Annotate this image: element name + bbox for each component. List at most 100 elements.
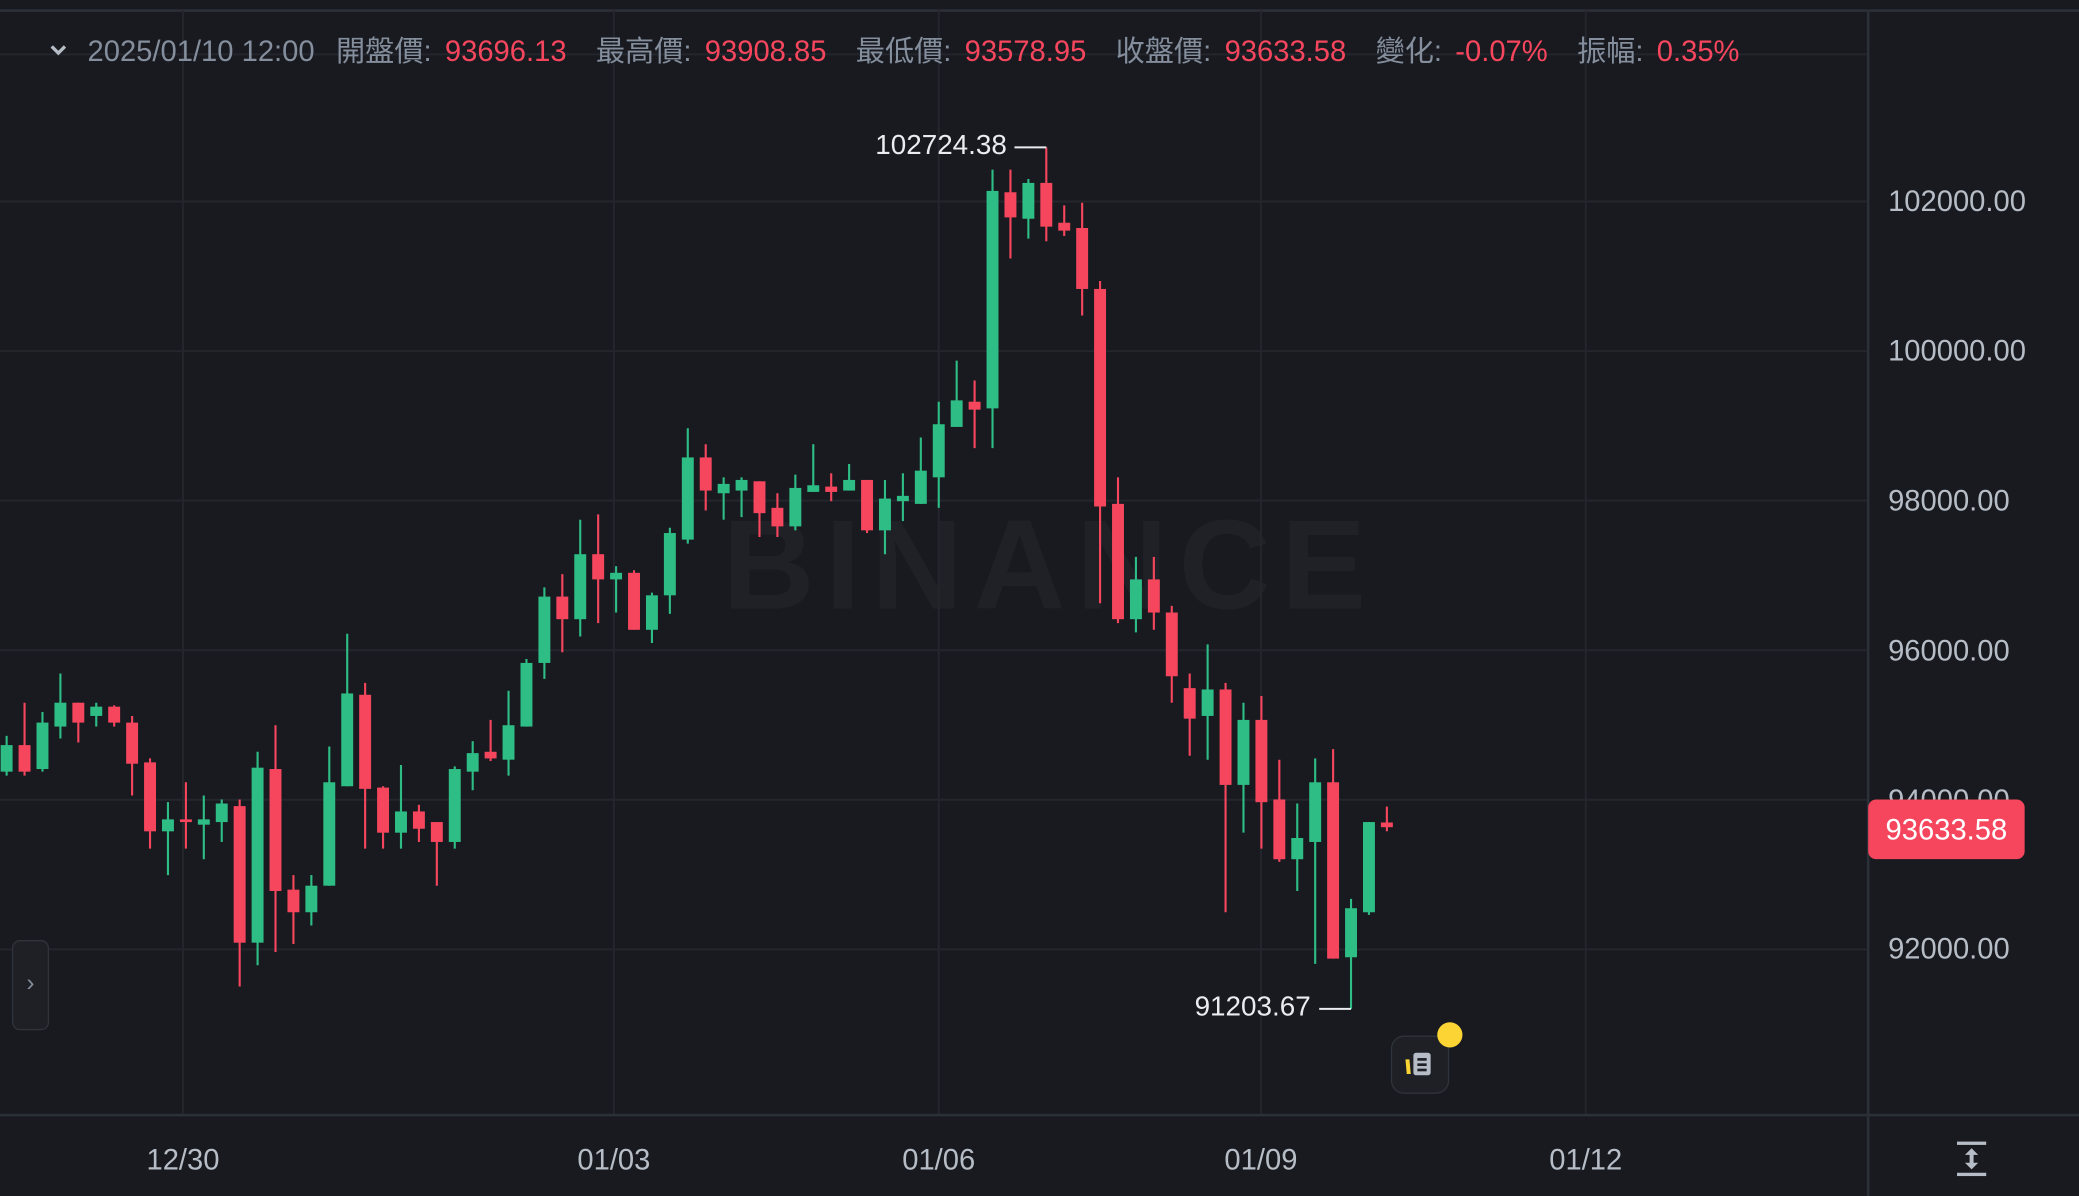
expand-sidebar-button[interactable]: › (11, 940, 50, 1031)
candle-up (466, 753, 479, 772)
change-label: 變化: (1375, 34, 1443, 68)
candle-up (950, 400, 963, 427)
candle-down (179, 819, 192, 823)
low-marker-label: 91203.67 (1194, 991, 1311, 1023)
candle-down (1273, 799, 1286, 860)
open-label: 開盤價: (335, 34, 432, 68)
candle-up (161, 819, 174, 832)
candle-down (628, 572, 640, 630)
candle-down (1094, 288, 1107, 507)
candle-down (1076, 228, 1089, 289)
candle-down (1112, 503, 1124, 620)
close-label: 收盤價: (1115, 34, 1212, 68)
price-tick: 102000.00 (1888, 184, 2026, 218)
ohlc-legend: 2025/01/10 12:00 開盤價: 93696.13 最高價: 93908.… (88, 29, 1798, 73)
candle-down (699, 457, 712, 491)
high-value: 93908.85 (704, 34, 827, 68)
candle-up (395, 811, 407, 833)
candle-up (197, 819, 210, 825)
candle-up (735, 479, 748, 491)
candle-up (323, 782, 336, 886)
time-tick: 01/09 (1224, 1142, 1298, 1177)
candle-up (932, 424, 945, 478)
candle-down (1183, 688, 1196, 719)
candle-down (771, 507, 784, 527)
chevron-down-icon[interactable] (48, 40, 69, 61)
price-tick: 96000.00 (1888, 633, 2010, 667)
candlestick-chart[interactable] (0, 0, 1867, 1114)
candle-up (538, 596, 551, 663)
amplitude-label: 振幅: (1577, 34, 1644, 68)
candle-up (251, 767, 264, 943)
candle-down (72, 702, 85, 723)
fit-vertical-icon[interactable] (1954, 1140, 1988, 1177)
chevron-right-icon: › (26, 969, 35, 996)
change-value: -0.07% (1455, 34, 1548, 68)
candle-down (108, 706, 121, 723)
time-axis-divider (0, 1113, 2079, 1117)
candle-up (843, 479, 856, 491)
candle-down (1147, 579, 1160, 613)
candle-down (269, 769, 282, 892)
candle-up (986, 190, 999, 409)
candle-up (1237, 719, 1250, 785)
candle-down (377, 787, 390, 833)
time-tick: 01/03 (577, 1142, 651, 1177)
watermark-logo: BINANCE (722, 494, 1377, 637)
candle-up (1201, 689, 1214, 716)
time-tick: 01/06 (902, 1142, 976, 1177)
candle-down (1380, 822, 1393, 828)
candle-down (233, 806, 246, 943)
low-value: 93578.95 (964, 34, 1087, 68)
candle-up (90, 706, 103, 716)
candle-up (448, 769, 461, 842)
candle-up (914, 470, 927, 504)
candle-down (412, 811, 425, 829)
news-button[interactable] (1390, 1035, 1450, 1094)
candle-down (1219, 689, 1232, 785)
candle-up (502, 725, 515, 760)
candle-up (789, 487, 802, 527)
candle-up (610, 572, 623, 580)
last-price-tag: 93633.58 (1868, 799, 2025, 860)
candle-up (36, 722, 49, 770)
candle-up (645, 595, 658, 630)
candle-down (556, 596, 569, 620)
candle-down (287, 889, 300, 913)
candle-up (896, 495, 909, 502)
candle-down (1058, 222, 1071, 231)
candle-down (1255, 719, 1268, 803)
candle-up (807, 485, 820, 492)
candle-up (1309, 782, 1322, 842)
candle-down (1327, 782, 1340, 959)
candle-up (305, 885, 318, 913)
candle-down (1165, 612, 1178, 677)
candle-down (753, 481, 766, 514)
price-tick: 92000.00 (1888, 932, 2010, 966)
high-marker-label: 102724.38 (875, 130, 1007, 161)
price-tick: 98000.00 (1888, 483, 2010, 518)
candle-down (484, 751, 497, 759)
candle-down (144, 762, 156, 832)
candle-down (359, 694, 372, 789)
news-icon (1405, 1052, 1431, 1076)
candle-up (1345, 908, 1357, 958)
candle-up (663, 533, 676, 596)
close-value: 93633.58 (1224, 34, 1347, 68)
top-divider (0, 9, 2079, 12)
price-axis-divider (1866, 10, 1870, 1196)
candle-down (825, 486, 838, 492)
candle-up (717, 483, 730, 494)
candle-down (592, 554, 605, 580)
candle-up (520, 662, 533, 727)
candle-up (215, 803, 228, 823)
candle-down (1004, 192, 1017, 218)
candle-up (681, 457, 694, 540)
candle-up (879, 498, 891, 531)
candle-up (1362, 822, 1375, 913)
candle-down (968, 401, 981, 410)
candle-up (1022, 182, 1035, 219)
time-tick: 12/30 (146, 1142, 220, 1177)
candle-up (341, 693, 354, 787)
